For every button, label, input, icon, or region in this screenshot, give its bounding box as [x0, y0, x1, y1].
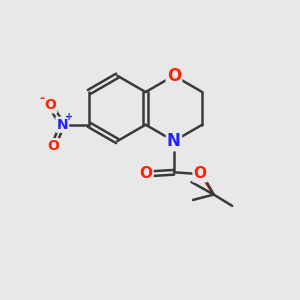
Text: N: N	[167, 132, 181, 150]
Text: -: -	[40, 92, 45, 105]
Text: N: N	[56, 118, 68, 132]
Text: O: O	[47, 139, 59, 153]
Text: +: +	[65, 112, 73, 122]
Text: O: O	[140, 166, 152, 181]
Text: O: O	[194, 166, 207, 181]
Text: O: O	[44, 98, 56, 112]
Text: O: O	[167, 67, 181, 85]
